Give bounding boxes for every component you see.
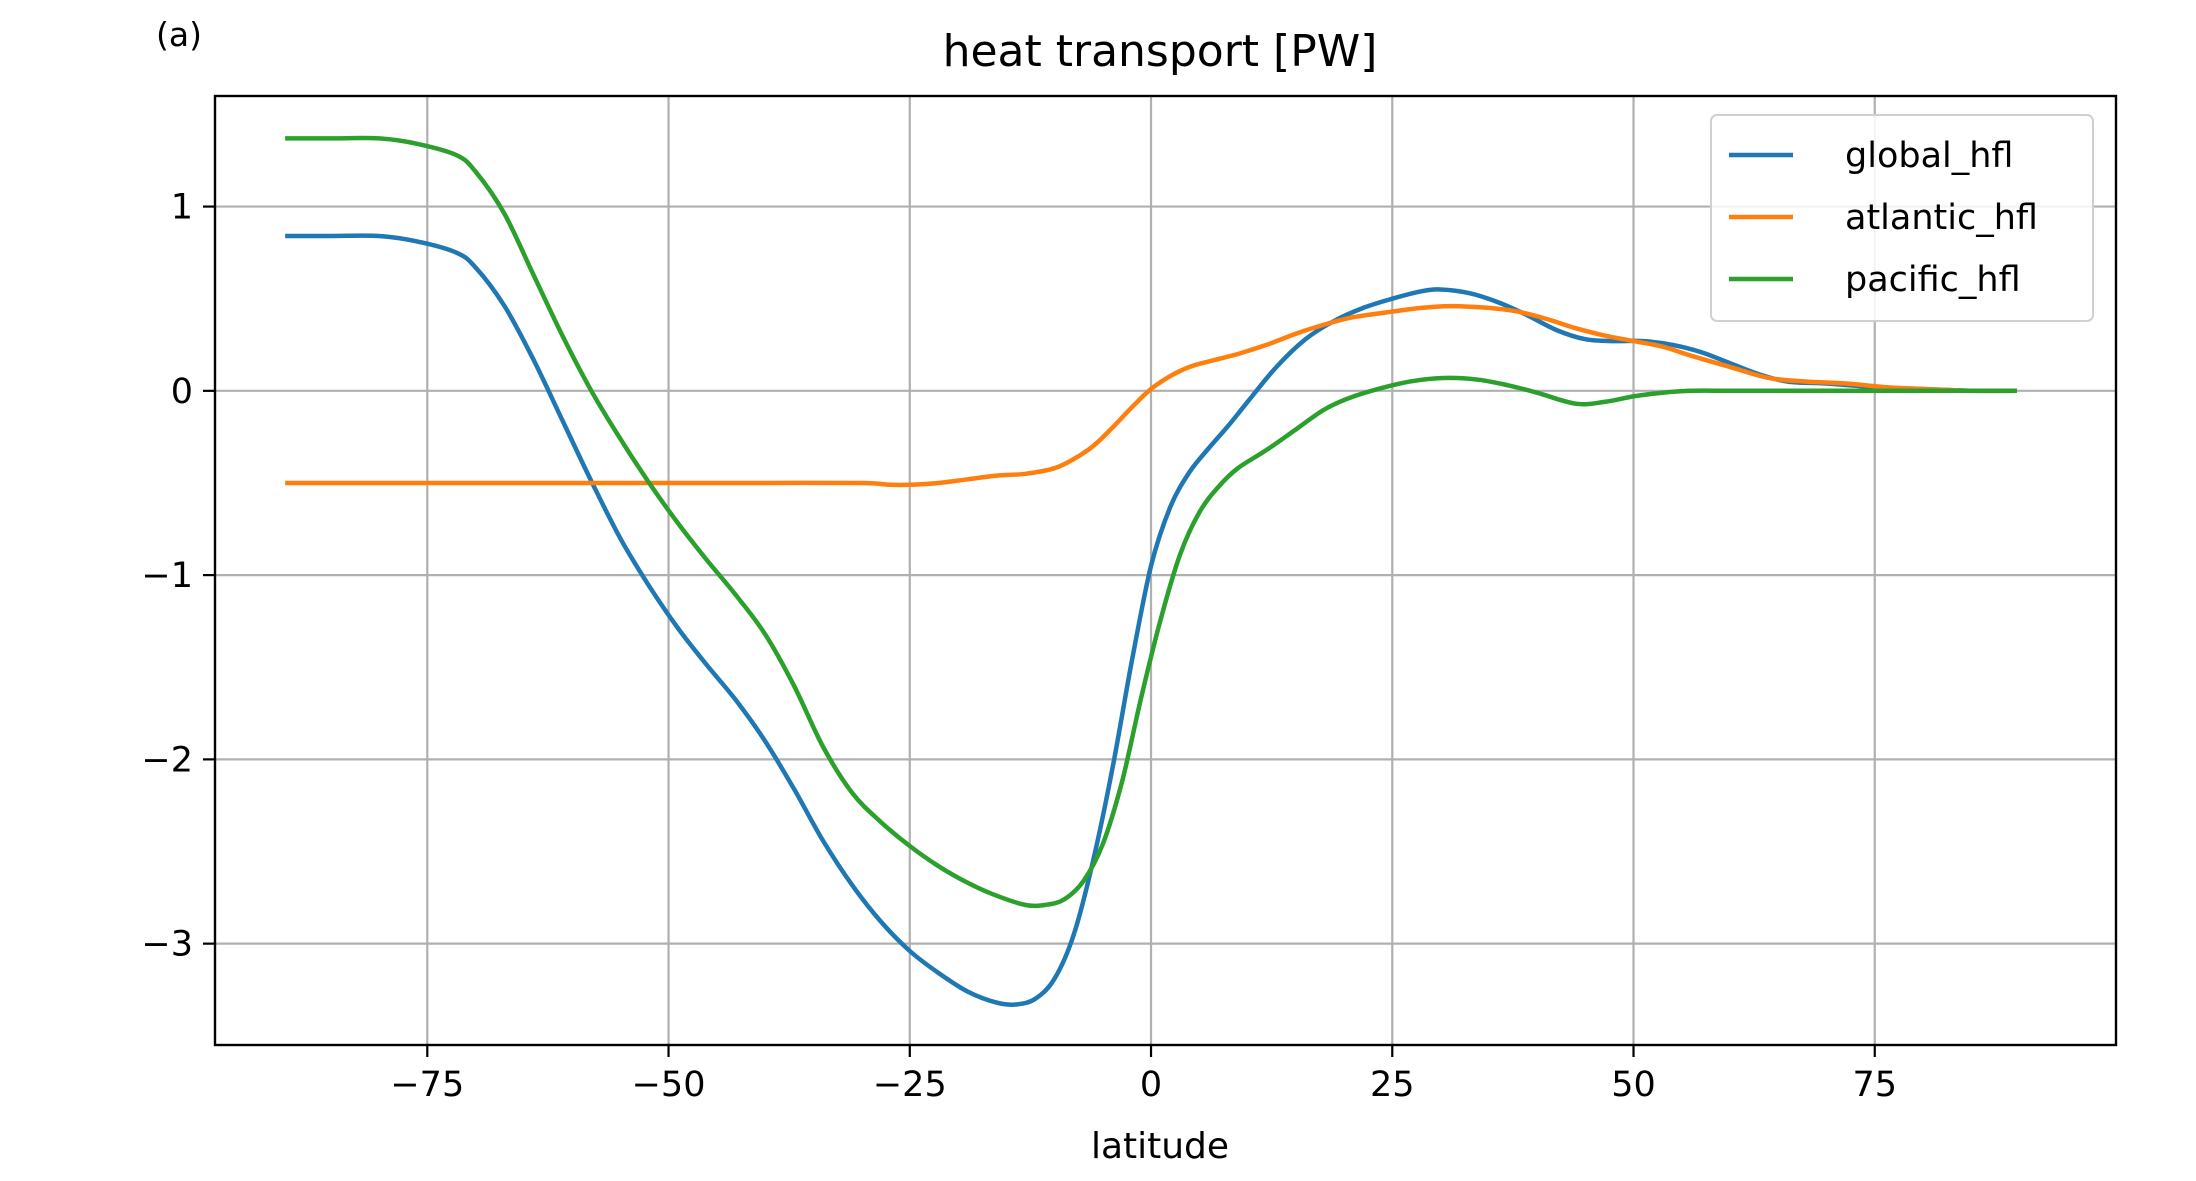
y-tick-label: −1	[141, 556, 193, 596]
chart-title: heat transport [PW]	[943, 26, 1378, 77]
y-axis: 1 0 −1 −2 −3	[141, 188, 215, 965]
y-tick-label: 1	[171, 188, 193, 228]
x-tick-label: −75	[390, 1065, 464, 1105]
series-line-pacific_hfl	[285, 135, 2017, 909]
panel-label: (a)	[156, 15, 202, 54]
grid	[215, 96, 2116, 1045]
series-layer	[285, 135, 2017, 1008]
legend-label-global_hfl: global_hfl	[1845, 136, 2013, 176]
legend-box	[1710, 114, 2094, 322]
legend-label-pacific_hfl: pacific_hfl	[1845, 260, 2021, 300]
x-axis-label: latitude	[1091, 1126, 1229, 1167]
x-tick-label: 25	[1370, 1065, 1415, 1105]
y-tick-label: 0	[171, 372, 193, 412]
x-tick-label: 75	[1852, 1065, 1897, 1105]
series-line-atlantic_hfl	[285, 303, 2017, 488]
x-tick-label: −25	[873, 1065, 947, 1105]
y-tick-label: −2	[141, 740, 193, 780]
x-tick-label: 0	[1140, 1065, 1162, 1105]
legend: global_hfl atlantic_hfl pacific_hfl	[1710, 114, 2094, 322]
x-axis: −75 −50 −25 0 25 50 75	[390, 1045, 1897, 1105]
x-tick-label: 50	[1611, 1065, 1656, 1105]
plot-frame	[213, 94, 2118, 1047]
legend-label-atlantic_hfl: atlantic_hfl	[1845, 198, 2038, 238]
x-tick-label: −50	[632, 1065, 706, 1105]
y-tick-label: −3	[141, 925, 193, 965]
